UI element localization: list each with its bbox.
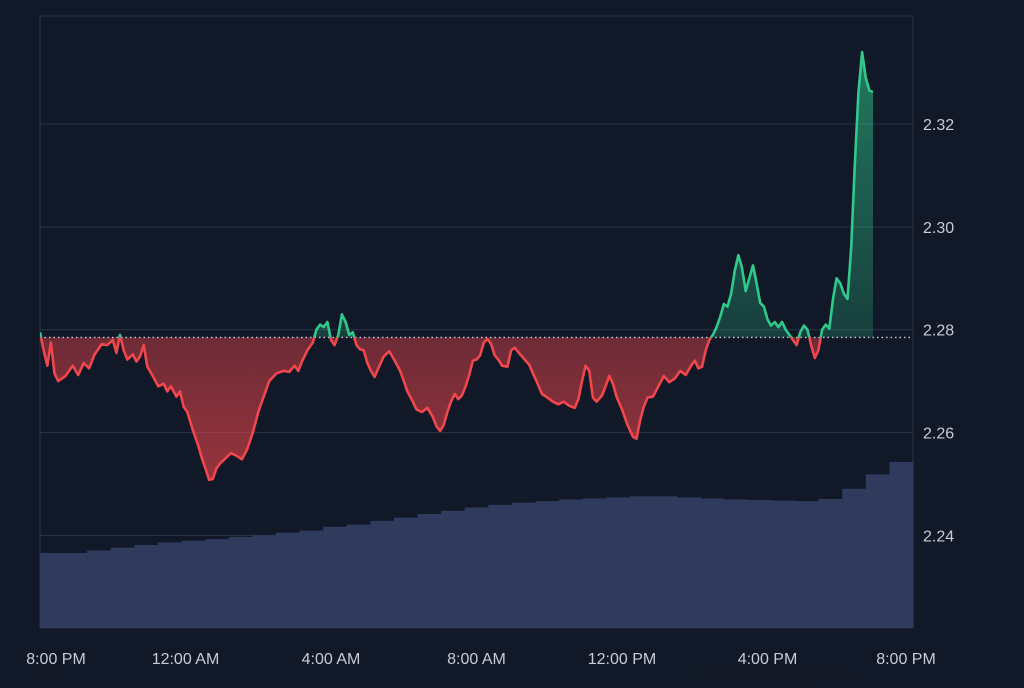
volume-bar xyxy=(606,497,631,628)
volume-bar xyxy=(181,540,206,628)
footer-left-text: 36 xyxy=(40,666,57,683)
volume-bar xyxy=(228,536,253,628)
volume-bar xyxy=(134,545,159,628)
volume-bar xyxy=(63,553,88,628)
x-tick-label: 8:00 PM xyxy=(876,651,936,668)
volume-bar xyxy=(795,501,820,628)
y-axis: 2.24 2.26 2.28 2.30 2.32 xyxy=(923,117,954,545)
volume-bar xyxy=(299,530,324,628)
volume-bar xyxy=(252,535,277,628)
x-tick-label: 4:00 PM xyxy=(738,651,798,668)
volume-bar xyxy=(535,501,560,628)
volume-bar xyxy=(700,498,725,628)
volume-bars xyxy=(40,462,914,628)
volume-bar xyxy=(724,499,749,628)
x-tick-label: 8:00 PM xyxy=(26,651,86,668)
volume-bar xyxy=(677,497,702,628)
volume-bar xyxy=(842,488,867,628)
volume-bar xyxy=(818,498,843,628)
volume-bar xyxy=(488,504,513,628)
volume-bar xyxy=(87,550,112,628)
volume-bar xyxy=(464,507,489,628)
area-below-baseline xyxy=(41,337,821,480)
volume-bar xyxy=(157,542,182,628)
volume-bar xyxy=(393,517,418,628)
volume-bar xyxy=(417,513,442,628)
footer-headline-link[interactable]: XRP breaks key trend... xyxy=(702,666,861,683)
price-line-above xyxy=(40,50,874,338)
x-tick-label: 12:00 PM xyxy=(588,651,656,668)
volume-bar xyxy=(205,539,230,628)
y-tick-label: 2.26 xyxy=(923,426,954,443)
volume-bar xyxy=(110,547,135,628)
area-above-baseline xyxy=(40,52,873,338)
x-tick-label: 4:00 AM xyxy=(302,651,361,668)
volume-bar xyxy=(629,496,654,628)
volume-bar xyxy=(370,520,395,628)
volume-bar xyxy=(275,532,300,628)
y-tick-label: 2.24 xyxy=(923,528,954,545)
volume-bar xyxy=(771,500,796,628)
volume-bar xyxy=(511,502,536,628)
volume-bar xyxy=(889,462,914,628)
y-tick-label: 2.32 xyxy=(923,117,954,134)
x-tick-label: 12:00 AM xyxy=(152,651,220,668)
volume-bar xyxy=(441,510,466,628)
x-tick-label: 8:00 AM xyxy=(447,651,506,668)
y-tick-label: 2.30 xyxy=(923,220,954,237)
price-line-below xyxy=(40,337,823,482)
volume-bar xyxy=(653,496,678,628)
volume-bar xyxy=(865,474,890,628)
volume-bar xyxy=(559,499,584,628)
volume-bar xyxy=(346,524,371,628)
volume-bar xyxy=(747,500,772,628)
x-axis: 8:00 PM 12:00 AM 4:00 AM 8:00 AM 12:00 PM 4:0… xyxy=(26,651,936,668)
volume-bar xyxy=(323,526,348,628)
volume-bar xyxy=(582,498,607,628)
volume-bar xyxy=(40,553,64,628)
price-area xyxy=(40,52,873,480)
price-line xyxy=(40,50,874,482)
y-tick-label: 2.28 xyxy=(923,323,954,340)
